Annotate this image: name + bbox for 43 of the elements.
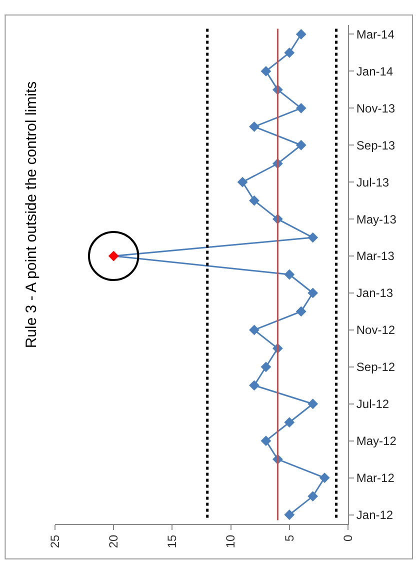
y-tick-label: Mar-14 — [356, 27, 395, 42]
y-tick-label: Nov-13 — [356, 101, 396, 116]
y-tick-label: Mar-12 — [356, 471, 395, 485]
point — [284, 510, 295, 520]
y-tick-label: Sep-12 — [356, 360, 396, 374]
x-tick-label: 0 — [340, 534, 355, 542]
y-tick-label: Sep-13 — [356, 138, 396, 152]
point — [308, 232, 318, 243]
x-tick-label: 5 — [282, 534, 296, 542]
point — [284, 417, 295, 428]
point — [260, 362, 272, 372]
y-tick-label: Jan-13 — [356, 286, 394, 300]
point — [296, 306, 306, 317]
point — [308, 288, 318, 298]
point — [249, 380, 260, 391]
y-tick-label: Jul-12 — [356, 397, 390, 412]
point — [308, 491, 318, 502]
point — [249, 324, 260, 336]
point — [260, 66, 272, 76]
point — [108, 250, 119, 262]
x-tick-label: 15 — [165, 534, 180, 548]
point — [284, 269, 295, 280]
point — [237, 176, 248, 188]
point — [319, 472, 330, 483]
y-tick-label: May-12 — [356, 434, 397, 448]
x-tick-label: 25 — [48, 534, 62, 548]
y-tick-label: May-13 — [356, 212, 397, 226]
point — [249, 121, 260, 132]
y-tick-label: Jul-13 — [356, 175, 390, 190]
y-tick-label: Nov-12 — [356, 323, 396, 338]
x-tick-label: 10 — [224, 534, 238, 548]
point — [260, 436, 272, 446]
point — [249, 195, 260, 206]
y-tick-label: Mar-13 — [356, 249, 395, 264]
y-tick-label: Jan-14 — [356, 64, 394, 78]
text: Rule 3 - A point outside the control limits — [22, 81, 40, 348]
y-tick-label: Jan-12 — [356, 508, 394, 522]
x-tick-label: 20 — [106, 534, 120, 548]
point — [308, 398, 318, 410]
point — [296, 29, 306, 40]
point — [296, 140, 306, 150]
point — [296, 102, 306, 114]
point — [284, 48, 295, 58]
